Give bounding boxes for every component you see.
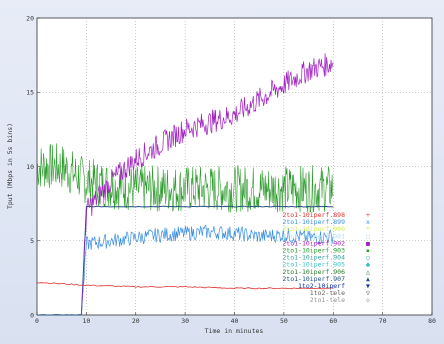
legend-label: 2to1-10iperf.899 [282, 218, 345, 226]
legend-label: 1to2-10iperf [298, 282, 345, 290]
legend-marker: ○ [366, 254, 370, 262]
series-purple-line [81, 53, 334, 316]
y-tick-label: 20 [26, 14, 34, 22]
x-tick-label: 0 [35, 317, 39, 325]
series-blue-line [81, 224, 334, 316]
legend-label: 2to1-10iperf.906 [282, 268, 345, 276]
y-tick-label: 15 [26, 89, 34, 97]
legend-marker: ▼ [366, 282, 370, 290]
series-navy-line [37, 205, 334, 316]
series-red-line [36, 282, 334, 290]
x-axis-label: Time in minutes [205, 327, 264, 335]
legend-marker: ▲ [366, 275, 370, 283]
x-tick-label: 60 [329, 317, 337, 325]
x-tick-label: 40 [231, 317, 239, 325]
legend-label: 2to1-10iperf.905 [282, 261, 345, 269]
legend-marker: ■ [366, 239, 370, 247]
legend-label: 2to1-10iperf.898 [282, 211, 345, 219]
x-tick-label: 80 [428, 317, 436, 325]
plot-area [36, 17, 433, 316]
y-axis-label: Tput (Mbps in 5s bins) [6, 123, 14, 209]
legend-marker: ● [366, 261, 370, 269]
legend-label: 2to1-10iperf.902 [282, 239, 345, 247]
legend-marker: x [366, 218, 370, 226]
series-green-line [36, 143, 334, 213]
x-tick-label: 10 [82, 317, 90, 325]
legend-marker: * [366, 225, 370, 233]
legend-marker: △ [366, 268, 370, 276]
x-tick-label: 20 [132, 317, 140, 325]
series-layer [36, 53, 334, 316]
legend-label: 2to1-10iperf.900 [282, 225, 345, 233]
y-tick-label: 5 [30, 237, 34, 245]
legend-label: 2to1-10iperf.907 [282, 275, 345, 283]
x-tick-label: 70 [379, 317, 387, 325]
legend-label: 2to1-10iperf.903 [282, 247, 345, 255]
legend-marker: + [366, 211, 370, 219]
legend-label: 1to2-tele [310, 289, 345, 297]
legend-marker: ▽ [366, 289, 370, 297]
axis-ticks: 0 10 20 30 40 50 60 70 80 0 5 10 15 20 [26, 14, 436, 325]
legend-marker: □ [366, 232, 370, 240]
y-tick-label: 10 [26, 163, 34, 171]
legend-marker: ▪ [366, 247, 370, 255]
x-tick-label: 50 [280, 317, 288, 325]
legend-marker: ◇ [366, 296, 370, 304]
legend-label: 2to1-10iperf.901 [282, 232, 345, 240]
legend-label: 2to1-tele [310, 296, 345, 304]
legend-label: 2to1-10iperf.904 [282, 254, 345, 262]
y-tick-label: 0 [30, 311, 34, 319]
x-tick-label: 30 [181, 317, 189, 325]
legend: 2to1-10iperf.898 +2to1-10iperf.899 x 2to1-1… [282, 211, 370, 304]
